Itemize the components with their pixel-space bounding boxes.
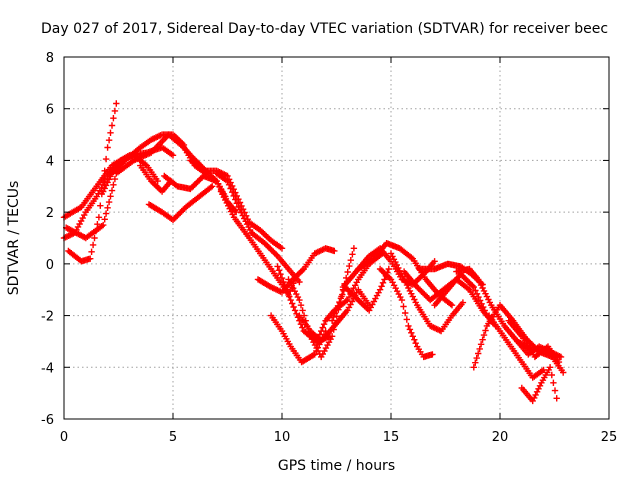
y-tick-label: 0 (46, 258, 54, 273)
series-arc6 (137, 162, 174, 195)
series-arc31 (518, 364, 560, 405)
series-markers (505, 317, 563, 366)
series-markers (431, 271, 488, 314)
y-axis-label: SDTVAR / TECUs (6, 181, 22, 296)
series-arc3 (65, 100, 120, 265)
y-tick-label: 8 (46, 51, 54, 66)
series-markers (145, 183, 216, 224)
series-markers (267, 312, 329, 366)
series-arc26 (431, 271, 488, 314)
series-markers (213, 170, 303, 286)
y-tick-label: 6 (46, 103, 54, 118)
series-arc19 (328, 265, 392, 324)
x-tick-label: 20 (492, 430, 509, 445)
y-tick-label: -2 (41, 310, 54, 325)
series-markers (187, 157, 286, 252)
chart-title: Day 027 of 2017, Sidereal Day-to-day VTE… (41, 21, 608, 37)
x-tick-label: 5 (169, 430, 177, 445)
series-markers (376, 265, 436, 361)
series-markers (518, 364, 560, 405)
series-arc22 (376, 265, 436, 361)
y-tick-label: -6 (41, 413, 54, 428)
x-tick-label: 25 (601, 430, 618, 445)
series-markers (65, 100, 120, 265)
series-arc29 (485, 312, 547, 381)
series-markers (100, 131, 188, 195)
series-markers (485, 312, 547, 381)
series-arc13 (254, 245, 338, 296)
plot-frame (63, 56, 610, 420)
data-layer (60, 100, 567, 405)
x-tick-label: 15 (383, 430, 400, 445)
series-arc15 (267, 312, 329, 366)
x-tick-label: 10 (274, 430, 291, 445)
series-arc32 (505, 317, 563, 366)
y-tick-label: 2 (46, 206, 54, 221)
series-arc7 (145, 183, 216, 224)
series-markers (137, 162, 174, 195)
series-arc11 (213, 170, 303, 286)
series-markers (254, 245, 338, 296)
series-markers (387, 250, 467, 335)
grid-layer (64, 57, 609, 419)
series-arc10 (187, 157, 286, 252)
y-tick-label: -4 (41, 361, 54, 376)
y-tick-label: 4 (46, 154, 54, 169)
x-tick-label: 0 (60, 430, 68, 445)
series-arc23 (387, 250, 467, 335)
series-markers (328, 265, 392, 324)
tick-layer: 0 5 10 15 20 25 -6 -4 -2 0 2 4 6 8 (41, 51, 617, 445)
x-axis-label: GPS time / hours (278, 458, 395, 474)
series-arc5 (100, 131, 188, 195)
